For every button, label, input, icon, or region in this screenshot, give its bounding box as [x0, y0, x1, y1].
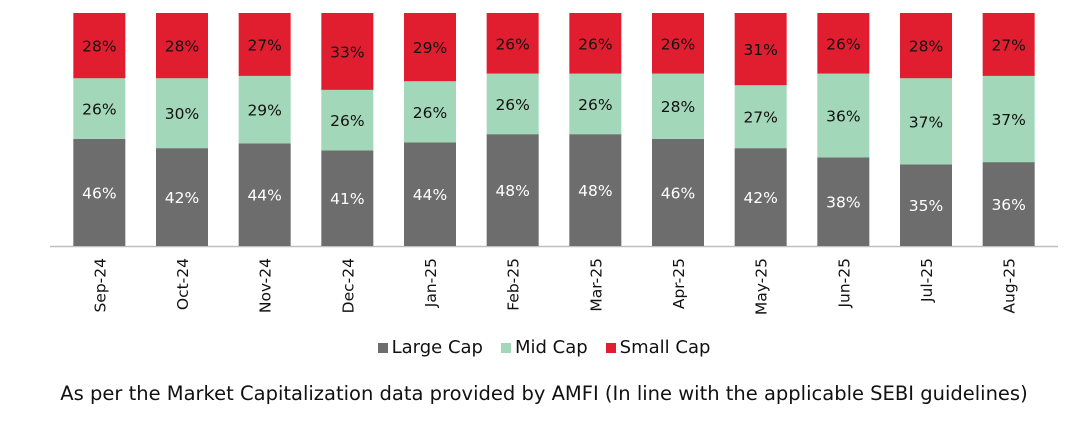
data-label-large-cap-oct-24: 42%: [165, 189, 199, 207]
bar-large-cap-jun-25: [817, 157, 870, 246]
data-label-small-cap-jul-25: 28%: [909, 38, 943, 56]
legend-swatch-mid-cap: [500, 342, 511, 353]
data-label-large-cap-aug-25: 36%: [991, 196, 1025, 214]
data-label-mid-cap-jan-25: 26%: [413, 104, 447, 122]
x-tick-label-sep-24: Sep-24: [91, 258, 109, 313]
chart-legend: Large Cap Mid Cap Small Cap: [0, 337, 1088, 358]
data-label-large-cap-may-25: 42%: [743, 189, 777, 207]
data-label-mid-cap-oct-24: 30%: [165, 105, 199, 123]
bar-mid-cap-apr-25: [652, 73, 704, 139]
data-label-small-cap-feb-25: 26%: [495, 35, 529, 53]
x-tick-label-may-25: May-25: [753, 258, 771, 315]
bar-mid-cap-feb-25: [486, 73, 539, 135]
data-label-large-cap-mar-25: 48%: [578, 182, 612, 200]
bar-mid-cap-nov-24: [238, 75, 291, 144]
data-label-small-cap-aug-25: 27%: [991, 36, 1025, 54]
data-label-mid-cap-mar-25: 26%: [578, 96, 612, 114]
data-label-large-cap-feb-25: 48%: [495, 182, 529, 200]
data-label-small-cap-oct-24: 28%: [165, 38, 199, 56]
x-tick-label-apr-25: Apr-25: [670, 258, 688, 309]
bar-mid-cap-jun-25: [817, 73, 870, 158]
x-tick-label-nov-24: Nov-24: [257, 258, 275, 313]
bar-small-cap-may-25: [734, 13, 787, 86]
data-label-mid-cap-dec-24: 26%: [330, 112, 364, 130]
bar-large-cap-nov-24: [238, 143, 291, 246]
bar-mid-cap-may-25: [734, 85, 787, 149]
bar-small-cap-jan-25: [404, 13, 456, 82]
x-tick-label-oct-24: Oct-24: [174, 258, 192, 310]
data-label-mid-cap-may-25: 27%: [743, 109, 777, 127]
bar-small-cap-mar-25: [569, 13, 622, 74]
bar-mid-cap-aug-25: [982, 75, 1035, 163]
data-label-large-cap-apr-25: 46%: [661, 184, 695, 202]
bar-mid-cap-jul-25: [900, 78, 952, 165]
bar-mid-cap-dec-24: [321, 89, 374, 151]
data-label-mid-cap-sep-24: 26%: [82, 101, 116, 119]
bar-small-cap-jul-25: [900, 13, 952, 79]
x-tick-label-jul-25: Jul-25: [918, 258, 936, 303]
data-label-mid-cap-jun-25: 36%: [826, 108, 860, 126]
x-tick-label-mar-25: Mar-25: [587, 258, 605, 312]
legend-item-mid-cap: Mid Cap: [500, 337, 588, 358]
bar-large-cap-jul-25: [900, 164, 952, 246]
data-label-mid-cap-aug-25: 37%: [991, 111, 1025, 129]
data-label-large-cap-jan-25: 44%: [413, 186, 447, 204]
bar-large-cap-apr-25: [652, 138, 704, 246]
legend-label-large-cap: Large Cap: [391, 337, 483, 358]
x-tick-label-jun-25: Jun-25: [835, 258, 853, 309]
legend-label-mid-cap: Mid Cap: [514, 337, 588, 358]
bar-small-cap-aug-25: [982, 13, 1035, 76]
bar-large-cap-jan-25: [404, 142, 456, 246]
bar-mid-cap-jan-25: [404, 81, 456, 143]
bar-small-cap-oct-24: [156, 13, 208, 79]
data-label-small-cap-apr-25: 26%: [661, 35, 695, 53]
bar-large-cap-may-25: [734, 148, 787, 246]
legend-label-small-cap: Small Cap: [619, 337, 711, 358]
data-label-small-cap-mar-25: 26%: [578, 35, 612, 53]
stacked-bar-chart: 46% 26% 28% Sep-24 42% 30% 28% Oct-24 44% 29% 27% N…: [50, 13, 1058, 315]
data-label-mid-cap-feb-25: 26%: [495, 96, 529, 114]
data-label-large-cap-jun-25: 38%: [826, 194, 860, 212]
x-tick-label-aug-25: Aug-25: [1001, 258, 1019, 314]
data-label-small-cap-sep-24: 28%: [82, 38, 116, 56]
data-label-large-cap-dec-24: 41%: [330, 190, 364, 208]
bar-large-cap-mar-25: [569, 134, 622, 246]
data-label-large-cap-jul-25: 35%: [909, 197, 943, 215]
bar-small-cap-dec-24: [321, 13, 374, 90]
x-tick-label-jan-25: Jan-25: [422, 258, 440, 308]
data-label-small-cap-nov-24: 27%: [247, 36, 281, 54]
data-label-mid-cap-nov-24: 29%: [247, 102, 281, 120]
bar-small-cap-feb-25: [486, 13, 539, 74]
x-tick-label-dec-24: Dec-24: [339, 258, 357, 313]
data-label-small-cap-may-25: 31%: [743, 41, 777, 59]
bar-large-cap-feb-25: [486, 134, 539, 246]
bar-small-cap-sep-24: [73, 13, 126, 79]
legend-swatch-small-cap: [605, 342, 616, 353]
data-label-large-cap-sep-24: 46%: [82, 184, 116, 202]
bar-small-cap-apr-25: [652, 13, 704, 74]
legend-item-large-cap: Large Cap: [377, 337, 483, 358]
bar-mid-cap-mar-25: [569, 73, 622, 135]
bar-large-cap-aug-25: [982, 162, 1035, 246]
bar-large-cap-sep-24: [73, 138, 126, 246]
data-label-small-cap-jan-25: 29%: [413, 39, 447, 57]
data-label-large-cap-nov-24: 44%: [247, 187, 281, 205]
bar-small-cap-nov-24: [238, 13, 291, 76]
chart-plot: 46% 26% 28% Sep-24 42% 30% 28% Oct-24 44% 29% 27% N…: [50, 13, 1058, 315]
data-label-mid-cap-apr-25: 28%: [661, 98, 695, 116]
data-label-small-cap-dec-24: 33%: [330, 43, 364, 61]
chart-footnote: As per the Market Capitalization data pr…: [60, 382, 1028, 405]
legend-swatch-large-cap: [377, 342, 388, 353]
bar-mid-cap-sep-24: [73, 78, 126, 139]
bar-large-cap-dec-24: [321, 150, 374, 246]
x-tick-label-feb-25: Feb-25: [505, 258, 523, 311]
bar-small-cap-jun-25: [817, 13, 870, 74]
data-label-small-cap-jun-25: 26%: [826, 35, 860, 53]
bar-mid-cap-oct-24: [156, 78, 208, 149]
legend-item-small-cap: Small Cap: [605, 337, 711, 358]
bar-large-cap-oct-24: [156, 148, 208, 246]
data-label-mid-cap-jul-25: 37%: [909, 113, 943, 131]
